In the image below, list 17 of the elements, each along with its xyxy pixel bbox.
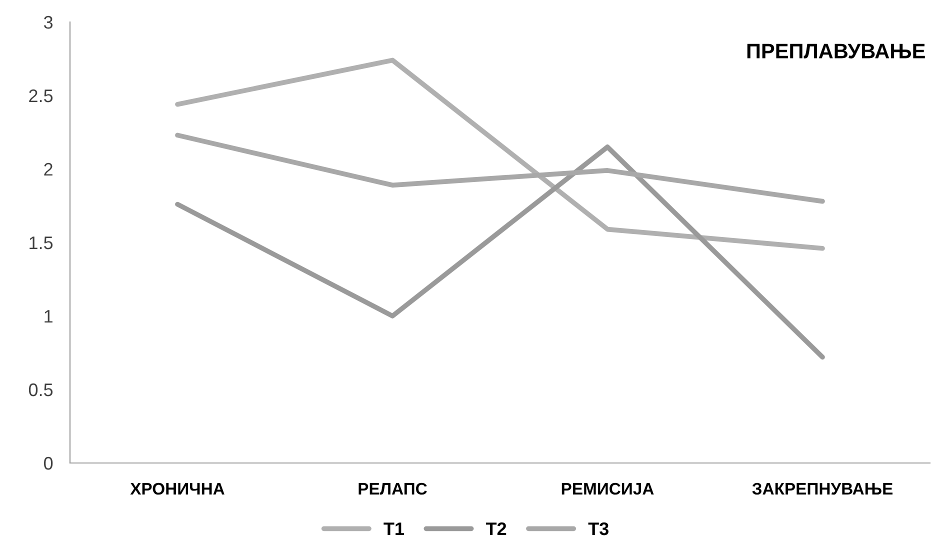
line-series: [175, 58, 825, 251]
x-tick-label: РЕЛАПС: [358, 482, 427, 495]
y-tick-label: 0.5: [28, 383, 53, 396]
x-tick-label: РЕМИСИЈА: [562, 482, 654, 495]
y-tick-label: 2.5: [29, 89, 53, 102]
y-tick-label: 1: [44, 310, 52, 323]
y-tick-label: 2: [44, 162, 52, 176]
legend-label: T2: [486, 522, 506, 536]
legend-label: T1: [384, 522, 404, 536]
line-series: [175, 144, 825, 360]
y-tick-label: 0: [44, 456, 53, 470]
y-tick-label: 3: [44, 16, 53, 29]
x-tick-label: ХРОНИЧНА: [130, 482, 224, 495]
legend-label: T3: [588, 522, 608, 536]
text: ПРЕПЛАВУВАЊЕ: [747, 44, 925, 58]
x-tick-label: ЗАКРЕПНУВАЊЕ: [752, 482, 893, 495]
y-tick-label: 1.5: [30, 236, 53, 250]
